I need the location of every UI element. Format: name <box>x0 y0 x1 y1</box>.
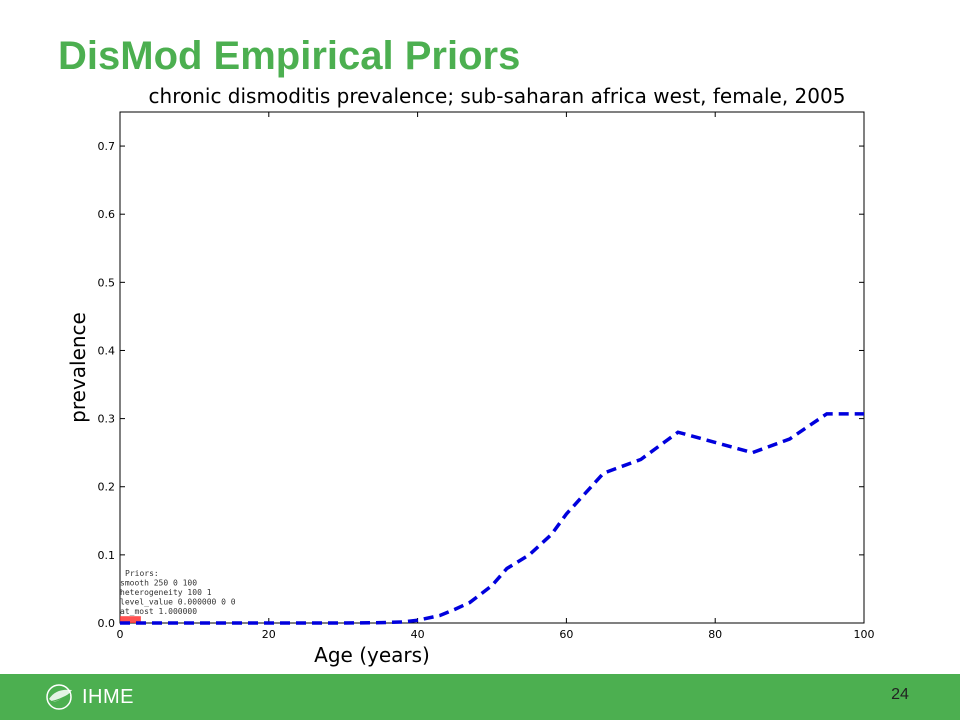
plot-frame <box>119 111 865 624</box>
prevalence-chart: chronic dismoditis prevalence; sub-sahar… <box>66 84 875 667</box>
x-tick-label: 100 <box>854 628 875 641</box>
logo-text: IHME <box>82 685 134 708</box>
x-tick-label: 60 <box>559 628 573 641</box>
x-tick-label: 20 <box>262 628 276 641</box>
y-tick-label: 0.1 <box>98 549 116 562</box>
ihme-logo: IHME <box>46 683 134 711</box>
priors-annotation-line: at_most 1.000000 <box>120 607 197 616</box>
x-tick-label: 40 <box>411 628 425 641</box>
x-axis-label: Age (years) <box>314 643 430 667</box>
x-tick-label: 0 <box>117 628 124 641</box>
series-line-0 <box>120 412 864 625</box>
slide-title: DisMod Empirical Priors <box>58 34 521 78</box>
priors-annotation-line: level_value 0.000000 0 0 <box>120 598 236 607</box>
y-tick-label: 0.7 <box>98 140 116 153</box>
priors-annotation-line: smooth 250 0 100 <box>120 579 197 588</box>
y-tick-label: 0.4 <box>98 344 116 357</box>
footer-bar: IHME 24 <box>0 674 960 720</box>
y-tick-label: 0.2 <box>98 481 116 494</box>
data-rect <box>120 616 141 623</box>
chart-title: chronic dismoditis prevalence; sub-sahar… <box>149 84 846 108</box>
y-axis-label: prevalence <box>66 312 90 423</box>
y-tick-label: 0.5 <box>98 276 116 289</box>
x-tick-label: 80 <box>708 628 722 641</box>
priors-annotation-line: Priors: <box>125 569 159 578</box>
priors-annotation-line: heterogeneity 100 1 <box>120 588 212 597</box>
page-number: 24 <box>891 686 909 703</box>
ihme-leaf-icon <box>46 684 72 710</box>
y-tick-label: 0.0 <box>98 617 116 630</box>
y-tick-label: 0.6 <box>98 208 116 221</box>
y-tick-label: 0.3 <box>98 413 116 426</box>
